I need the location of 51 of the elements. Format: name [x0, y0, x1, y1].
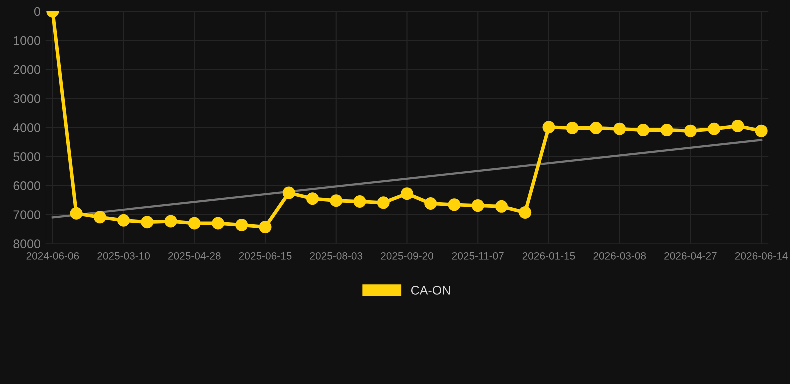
x-tick-label: 2025-03-10	[98, 252, 150, 260]
point	[70, 207, 83, 220]
y-tick-label: 3000	[14, 94, 40, 104]
y-tick-label: 4000	[13, 123, 40, 132]
x-tick-label: 2025-04-28	[168, 252, 221, 260]
point	[141, 216, 154, 229]
y-tick-label: 6000	[14, 182, 40, 190]
x-tick-label: 2026-01-15	[522, 252, 576, 260]
x-tick-label: 2025-11-07	[452, 252, 504, 260]
point	[236, 219, 248, 232]
x-tick-label: 2024-06-06	[26, 252, 80, 260]
point	[684, 124, 697, 138]
point	[472, 200, 484, 212]
point	[542, 121, 556, 134]
point	[212, 217, 225, 230]
x-tick-label: 2025-08-03	[310, 252, 363, 260]
point	[330, 194, 343, 208]
point	[118, 214, 130, 227]
point	[590, 122, 602, 135]
point	[259, 221, 272, 234]
point	[377, 196, 390, 210]
point	[566, 122, 579, 135]
point	[306, 192, 320, 206]
x-tick-label: 2026-06-14	[735, 252, 788, 260]
y-tick-label: 1000	[14, 36, 40, 46]
point	[354, 195, 366, 208]
y-tick-label: 0	[34, 7, 40, 16]
legend-label: CA-ON	[411, 286, 450, 295]
point	[495, 200, 508, 213]
point	[448, 198, 461, 212]
point	[660, 124, 674, 137]
x-tick-label: 2026-04-27	[664, 252, 717, 260]
point	[164, 215, 178, 228]
y-tick-label: 7000	[14, 210, 40, 220]
point	[755, 124, 768, 138]
point	[94, 211, 106, 224]
y-tick-label: 8000	[14, 240, 40, 248]
point	[188, 217, 201, 230]
y-tick-label: 2000	[14, 65, 40, 74]
y-tick-label: 5000	[14, 152, 40, 162]
x-tick-label: 2025-06-15	[239, 252, 292, 260]
point	[614, 122, 626, 136]
point	[282, 186, 296, 200]
point	[637, 124, 650, 137]
x-tick-label: 2026-03-08	[594, 252, 646, 260]
point	[400, 188, 414, 200]
point	[519, 206, 532, 220]
x-tick-label: 2025-09-20	[381, 252, 434, 260]
point	[732, 120, 744, 132]
point	[424, 198, 438, 210]
point	[708, 122, 721, 136]
